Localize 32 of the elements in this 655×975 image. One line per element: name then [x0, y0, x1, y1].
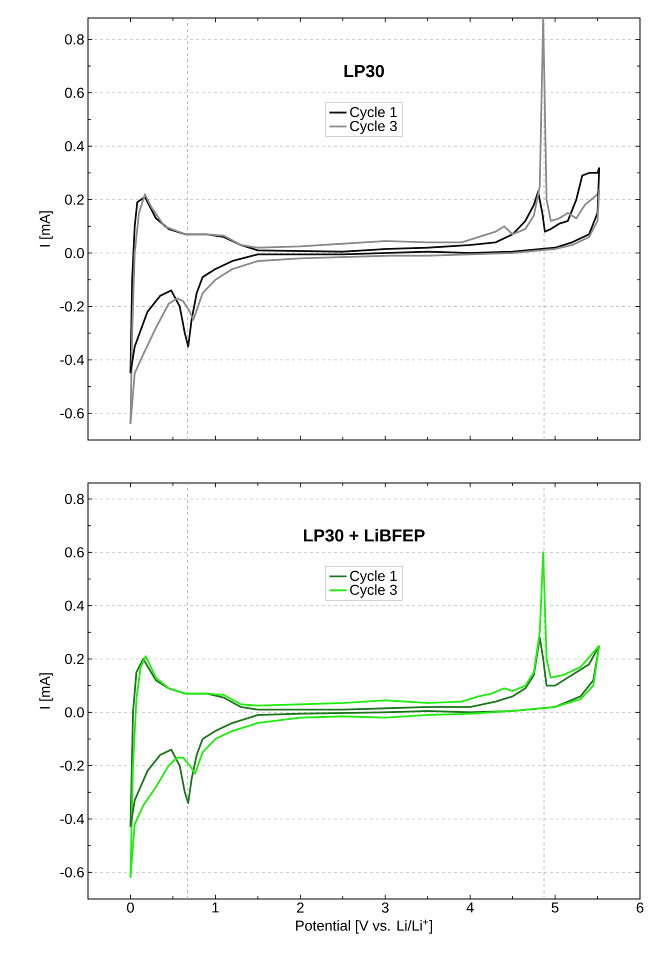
legend-label: Cycle 1 — [350, 570, 397, 584]
y-tick-label: -0.6 — [60, 867, 84, 878]
legend-label: Cycle 3 — [350, 584, 397, 598]
x-tick-label: 1 — [212, 902, 219, 912]
y-tick-label: 0.6 — [65, 547, 84, 558]
y-tick-label: 0.8 — [65, 34, 84, 44]
x-tick-label: 5 — [552, 902, 558, 913]
y-tick-label: -0.4 — [60, 354, 84, 365]
y-tick-label: -0.2 — [60, 760, 84, 771]
y-tick-label: 0.4 — [65, 600, 84, 611]
y-tick-label: 0.0 — [65, 707, 84, 718]
legend-label: Cycle 1 — [350, 106, 397, 120]
y-tick-label: 0.2 — [65, 194, 84, 205]
legend-label: Cycle 3 — [350, 120, 397, 134]
x-tick-label: 3 — [382, 902, 389, 913]
y-tick-label: 0.4 — [65, 141, 84, 152]
y-tick-label: -0.2 — [60, 301, 84, 312]
x-tick-label: 4 — [466, 902, 474, 912]
y-tick-label: -0.6 — [60, 408, 84, 418]
x-axis-title: Potential [V vs. Li/Li$^{+}$] — [296, 920, 432, 934]
y-tick-label: 0.0 — [65, 248, 84, 258]
x-tick-label: 0 — [127, 902, 134, 913]
text: LP30 + LiBFEP — [304, 528, 425, 542]
y-tick-label: 0.6 — [65, 88, 84, 98]
x-tick-label: 2 — [297, 902, 304, 913]
y-axis-title: I [mA] — [39, 673, 53, 708]
y-tick-label: -0.4 — [60, 814, 84, 824]
y-axis-title: I [mA] — [39, 211, 53, 246]
x-tick-label: 6 — [636, 902, 644, 913]
text: LP30 — [344, 64, 384, 78]
y-tick-label: 0.8 — [65, 494, 84, 504]
y-tick-label: 0.2 — [65, 654, 84, 664]
